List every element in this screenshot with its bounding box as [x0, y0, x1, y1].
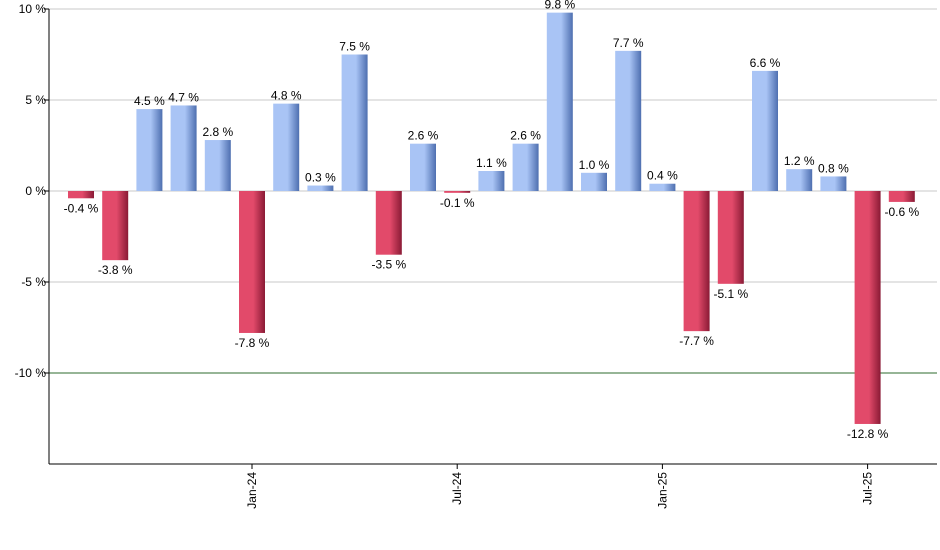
x-tick-label: Jul-24 — [450, 472, 464, 505]
bar-value-label: 9.8 % — [544, 0, 575, 12]
bar-value-label: -0.1 % — [440, 196, 475, 210]
bar — [136, 109, 163, 191]
bar — [581, 172, 607, 191]
bar-value-label: -0.6 % — [884, 205, 919, 219]
bar — [410, 143, 436, 191]
bar-value-label: -3.5 % — [371, 258, 406, 272]
bar — [444, 191, 471, 193]
bar-value-label: -12.8 % — [847, 427, 889, 441]
bar-value-label: 7.7 % — [613, 36, 644, 50]
bar — [888, 191, 915, 202]
bar — [752, 70, 778, 191]
bar-value-label: 6.6 % — [750, 56, 781, 70]
bar — [102, 191, 129, 261]
bar-value-label: 1.0 % — [579, 158, 610, 172]
bar-value-label: -0.4 % — [64, 201, 99, 215]
y-tick-label: -10 % — [15, 366, 47, 380]
bar — [307, 185, 334, 191]
bar-value-label: -5.1 % — [713, 287, 748, 301]
x-tick-label: Jan-25 — [655, 472, 669, 509]
label-layer: -0.4 % -3.8 % 4.5 % 4.7 % 2.8 % -7.8 % 4.8 % 0.… — [64, 0, 920, 441]
bar-value-label: 0.8 % — [818, 161, 849, 175]
bar — [375, 191, 402, 255]
bar — [204, 140, 231, 191]
bar-value-label: 4.8 % — [271, 89, 302, 103]
bar-layer — [68, 12, 915, 424]
bar — [717, 191, 744, 284]
bar — [615, 50, 642, 191]
bar — [170, 105, 197, 191]
bar-value-label: 0.3 % — [305, 171, 336, 185]
bar — [239, 191, 265, 333]
bar-value-label: -7.7 % — [679, 334, 714, 348]
bar — [854, 191, 881, 424]
bar-value-label: 2.8 % — [202, 125, 233, 139]
y-tick-label: -5 % — [21, 275, 46, 289]
bar-value-label: 2.6 % — [510, 129, 541, 143]
bar-value-label: 1.1 % — [476, 156, 507, 170]
bar — [546, 12, 573, 192]
bar-value-label: 7.5 % — [339, 40, 370, 54]
bar — [649, 183, 676, 191]
y-tick-label: 0 % — [25, 184, 46, 198]
bar-value-label: 1.2 % — [784, 154, 815, 168]
y-tick-label: 5 % — [25, 93, 46, 107]
bar — [683, 191, 710, 332]
bar-value-label: 2.6 % — [408, 129, 439, 143]
x-tick-label: Jul-25 — [861, 472, 875, 505]
bar — [273, 103, 300, 191]
bar — [478, 170, 505, 191]
bar — [68, 191, 94, 199]
bar-value-label: 4.5 % — [134, 94, 165, 108]
axis-layer: 10 % 5 % 0 % -5 % -10 % Jan-24 Jul-24 Jan-25 Jul… — [15, 2, 937, 509]
bar-value-label: -7.8 % — [235, 336, 270, 350]
bar — [786, 169, 813, 191]
bar — [820, 176, 847, 191]
bar-value-label: -3.8 % — [98, 263, 133, 277]
y-tick-label: 10 % — [19, 2, 47, 16]
bar — [341, 54, 368, 191]
bar-value-label: 0.4 % — [647, 169, 678, 183]
bar — [512, 143, 539, 191]
bar-value-label: 4.7 % — [168, 90, 199, 104]
x-tick-label: Jan-24 — [245, 472, 259, 509]
